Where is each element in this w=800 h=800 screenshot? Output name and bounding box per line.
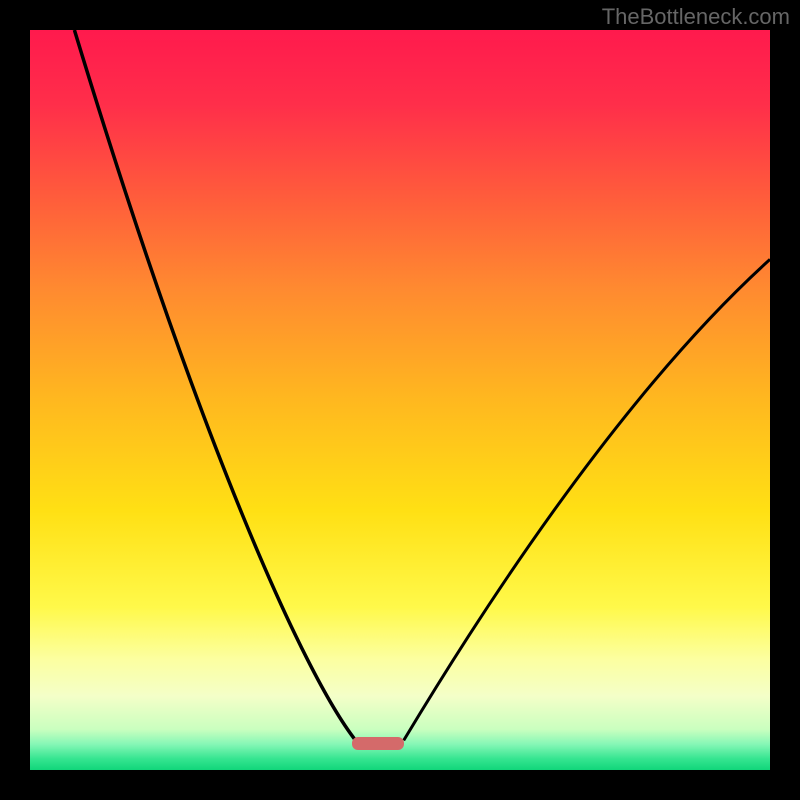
chart-container: TheBottleneck.com — [0, 0, 800, 800]
plot-area — [30, 30, 770, 770]
background-gradient — [30, 30, 770, 770]
dip-marker — [352, 737, 404, 750]
watermark-text: TheBottleneck.com — [602, 4, 790, 30]
